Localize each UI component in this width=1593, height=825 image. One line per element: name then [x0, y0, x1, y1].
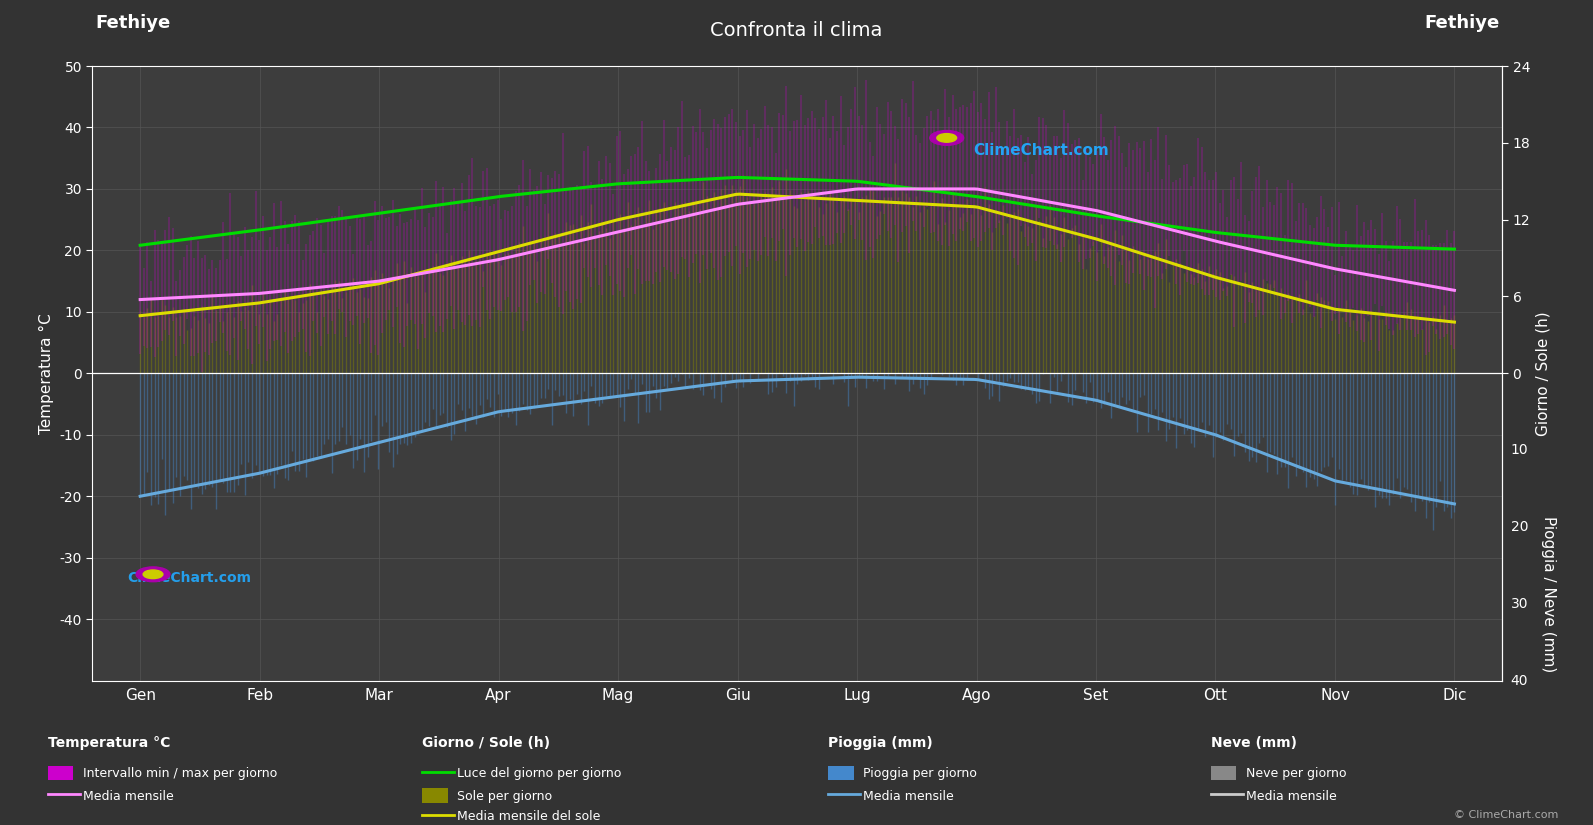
Circle shape — [135, 567, 170, 582]
Text: Media mensile: Media mensile — [83, 790, 174, 803]
Text: 30: 30 — [1510, 596, 1528, 610]
Text: Intervallo min / max per giorno: Intervallo min / max per giorno — [83, 767, 277, 780]
Text: 40: 40 — [1510, 674, 1528, 687]
Text: Pioggia per giorno: Pioggia per giorno — [863, 767, 977, 780]
Text: Sole per giorno: Sole per giorno — [457, 790, 553, 803]
Text: Temperatura °C: Temperatura °C — [48, 736, 170, 750]
Text: Neve (mm): Neve (mm) — [1211, 736, 1297, 750]
Y-axis label: Giorno / Sole (h): Giorno / Sole (h) — [1536, 311, 1552, 436]
Text: Luce del giorno per giorno: Luce del giorno per giorno — [457, 767, 621, 780]
Y-axis label: Temperatura °C: Temperatura °C — [38, 313, 54, 434]
Circle shape — [930, 130, 964, 145]
Text: ClimeChart.com: ClimeChart.com — [127, 571, 252, 585]
Text: Media mensile del sole: Media mensile del sole — [457, 810, 601, 823]
Circle shape — [937, 134, 957, 142]
Text: ClimeChart.com: ClimeChart.com — [973, 143, 1109, 158]
Text: Media mensile: Media mensile — [1246, 790, 1337, 803]
Text: Giorno / Sole (h): Giorno / Sole (h) — [422, 736, 550, 750]
Text: Confronta il clima: Confronta il clima — [710, 21, 883, 40]
Text: Fethiye: Fethiye — [96, 14, 170, 32]
Text: © ClimeChart.com: © ClimeChart.com — [1453, 810, 1558, 820]
Text: Neve per giorno: Neve per giorno — [1246, 767, 1346, 780]
Text: 20: 20 — [1510, 520, 1528, 534]
Text: Fethiye: Fethiye — [1424, 14, 1499, 32]
Text: Media mensile: Media mensile — [863, 790, 954, 803]
Text: 10: 10 — [1510, 443, 1528, 457]
Text: Pioggia / Neve (mm): Pioggia / Neve (mm) — [1540, 516, 1556, 672]
Circle shape — [143, 570, 162, 578]
Text: Pioggia (mm): Pioggia (mm) — [828, 736, 933, 750]
